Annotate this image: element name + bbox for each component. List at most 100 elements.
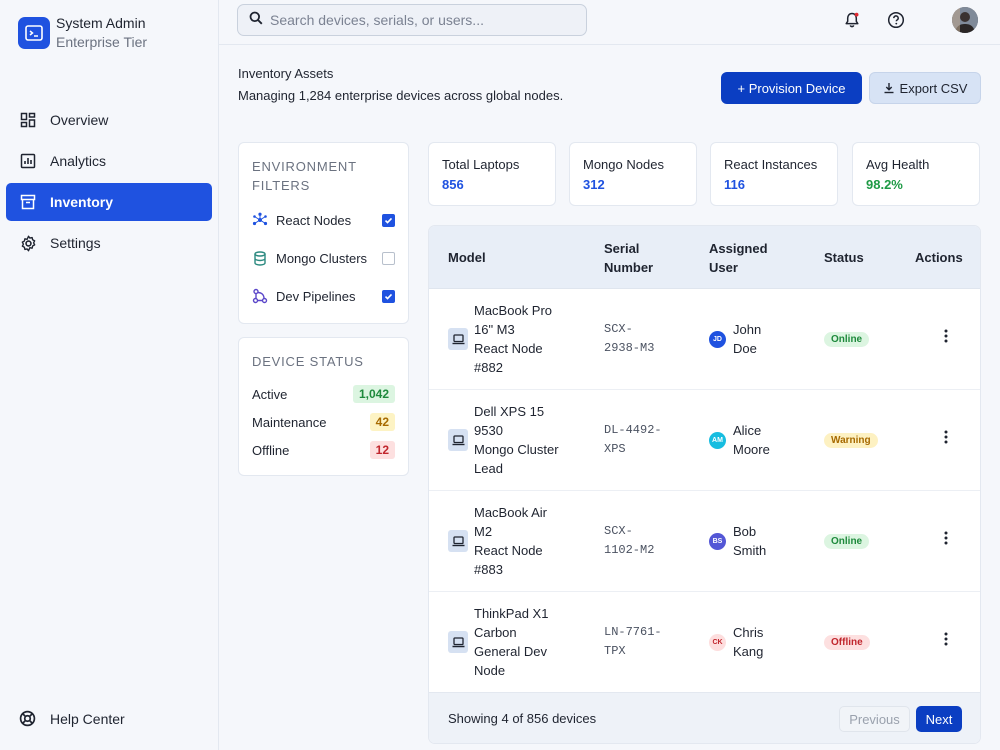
mongo-clusters-checkbox[interactable] <box>382 251 395 265</box>
table-row[interactable]: ThinkPad X1 Carbon General Dev Node LN-7761-… <box>429 592 980 693</box>
status-count-badge: 12 <box>369 441 395 459</box>
filter-list: React Nodes Mongo Clusters Dev Pipelines <box>252 201 395 315</box>
help-circle-icon[interactable] <box>886 10 906 30</box>
dashboard-icon <box>19 111 37 129</box>
table-row[interactable]: MacBook Pro 16" M3 React Node #882 SCX- 2938-… <box>429 289 980 390</box>
serial-line: DL-4492- <box>604 423 662 437</box>
provision-device-label: + Provision Device <box>737 80 846 96</box>
devices-table: Model Serial Number Assigned User Status… <box>428 225 981 744</box>
model-line: React Node <box>474 543 543 558</box>
sidebar-item-label: Inventory <box>50 194 114 210</box>
device-status-panel: DEVICE STATUS Active 1,042 Maintenance 4… <box>238 337 409 476</box>
laptop-icon <box>448 631 468 653</box>
sidebar-item-overview[interactable]: Overview <box>6 101 212 139</box>
model-line: Mongo Cluster <box>474 442 559 457</box>
database-icon <box>252 250 268 266</box>
header-line: Serial <box>604 240 640 256</box>
next-page-button[interactable]: Next <box>916 706 962 732</box>
model-line: Dell XPS 15 <box>474 404 545 419</box>
model-line: React Node <box>474 341 543 356</box>
serial-line: TPX <box>604 644 626 658</box>
user-initials-avatar: AM <box>709 431 726 449</box>
model-line: General Dev <box>474 644 547 659</box>
table-row[interactable]: Dell XPS 15 9530 Mongo Cluster Lead DL-4492-… <box>429 390 980 491</box>
serial-line: 1102-M2 <box>604 543 655 557</box>
filter-dev-pipelines[interactable]: Dev Pipelines <box>252 277 395 315</box>
serial-line: 2938-M3 <box>604 341 655 355</box>
filter-react-nodes[interactable]: React Nodes <box>252 201 395 239</box>
stat-label: Total Laptops <box>442 157 520 172</box>
table-header: Model Serial Number Assigned User Status… <box>429 226 980 289</box>
page-title: Inventory Assets <box>238 66 334 81</box>
status-label: Offline <box>252 442 290 458</box>
column-header-model[interactable]: Model <box>448 250 486 265</box>
assigned-user: Alice Moore <box>733 421 770 459</box>
brand: System Admin Enterprise Tier <box>18 14 147 52</box>
user-avatar[interactable] <box>952 7 978 33</box>
header-line: User <box>709 259 738 275</box>
pagination-summary: Showing 4 of 856 devices <box>448 711 597 726</box>
dev-pipelines-checkbox[interactable] <box>382 289 395 303</box>
table-row[interactable]: MacBook Air M2 React Node #883 SCX- 1102-M2 BS… <box>429 491 980 592</box>
serial-number: SCX- 1102-M2 <box>604 522 654 560</box>
model-line: MacBook Air <box>474 505 547 520</box>
sidebar-item-settings[interactable]: Settings <box>6 224 212 262</box>
status-count-badge: 1,042 <box>352 385 395 403</box>
stat-value: 116 <box>724 177 745 192</box>
brand-title: System Admin <box>56 15 146 31</box>
export-csv-button[interactable]: Export CSV <box>869 72 981 104</box>
serial-line: XPS <box>604 442 626 456</box>
search-bar[interactable] <box>237 4 587 36</box>
lifebuoy-icon <box>19 710 37 728</box>
stat-label: Mongo Nodes <box>583 157 664 172</box>
stat-card-total-laptops: Total Laptops 856 <box>428 142 556 206</box>
stat-card-avg-health: Avg Health 98.2% <box>852 142 980 206</box>
sidebar-item-inventory[interactable]: Inventory <box>6 183 212 221</box>
sidebar-item-label: Settings <box>50 235 101 251</box>
more-actions-icon[interactable] <box>937 327 955 345</box>
pipeline-icon <box>252 288 268 304</box>
serial-number: DL-4492- XPS <box>604 421 662 459</box>
device-status-heading: DEVICE STATUS <box>252 354 364 369</box>
stat-value: 98.2% <box>866 177 903 192</box>
search-input[interactable] <box>270 12 570 28</box>
status-badge: Offline <box>824 634 870 650</box>
column-header-user[interactable]: Assigned User <box>709 226 768 289</box>
column-header-actions: Actions <box>915 250 963 265</box>
model-line: 16" M3 <box>474 322 515 337</box>
download-icon <box>883 82 895 94</box>
user-line: Bob <box>733 524 757 539</box>
previous-page-button[interactable]: Previous <box>839 706 910 732</box>
serial-line: SCX- <box>604 322 633 336</box>
status-badge: Warning <box>824 432 878 448</box>
user-initials-avatar: JD <box>709 330 726 348</box>
stat-label: Avg Health <box>866 157 930 172</box>
column-header-serial[interactable]: Serial Number <box>604 226 653 289</box>
filter-label: Mongo Clusters <box>276 250 368 266</box>
header-line: Number <box>604 259 654 275</box>
more-actions-icon[interactable] <box>937 428 955 446</box>
network-nodes-icon <box>252 212 268 228</box>
environment-filters-panel: ENVIRONMENT FILTERS React Nodes Mongo Cl… <box>238 142 409 324</box>
model-line: Carbon <box>474 625 517 640</box>
column-header-status[interactable]: Status <box>824 250 864 265</box>
stat-card-react-instances: React Instances 116 <box>710 142 838 206</box>
provision-device-button[interactable]: + Provision Device <box>721 72 862 104</box>
more-actions-icon[interactable] <box>937 529 955 547</box>
model-line: M2 <box>474 524 493 539</box>
filter-mongo-clusters[interactable]: Mongo Clusters <box>252 239 395 277</box>
table-footer: Showing 4 of 856 devices Previous Next <box>429 692 980 743</box>
device-model: MacBook Pro 16" M3 React Node #882 <box>474 301 552 377</box>
device-model: Dell XPS 15 9530 Mongo Cluster Lead <box>474 402 559 478</box>
brand-subtitle: Enterprise Tier <box>56 34 148 50</box>
more-actions-icon[interactable] <box>937 630 955 648</box>
model-line: #882 <box>474 360 503 375</box>
sidebar-item-analytics[interactable]: Analytics <box>6 142 212 180</box>
help-center-link[interactable]: Help Center <box>19 710 125 728</box>
model-line: #883 <box>474 562 503 577</box>
react-nodes-checkbox[interactable] <box>382 213 395 227</box>
sidebar-item-label: Overview <box>50 112 109 128</box>
filter-label: React Nodes <box>276 212 352 228</box>
status-badge: Online <box>824 331 870 347</box>
notification-bell-icon[interactable] <box>842 10 862 30</box>
